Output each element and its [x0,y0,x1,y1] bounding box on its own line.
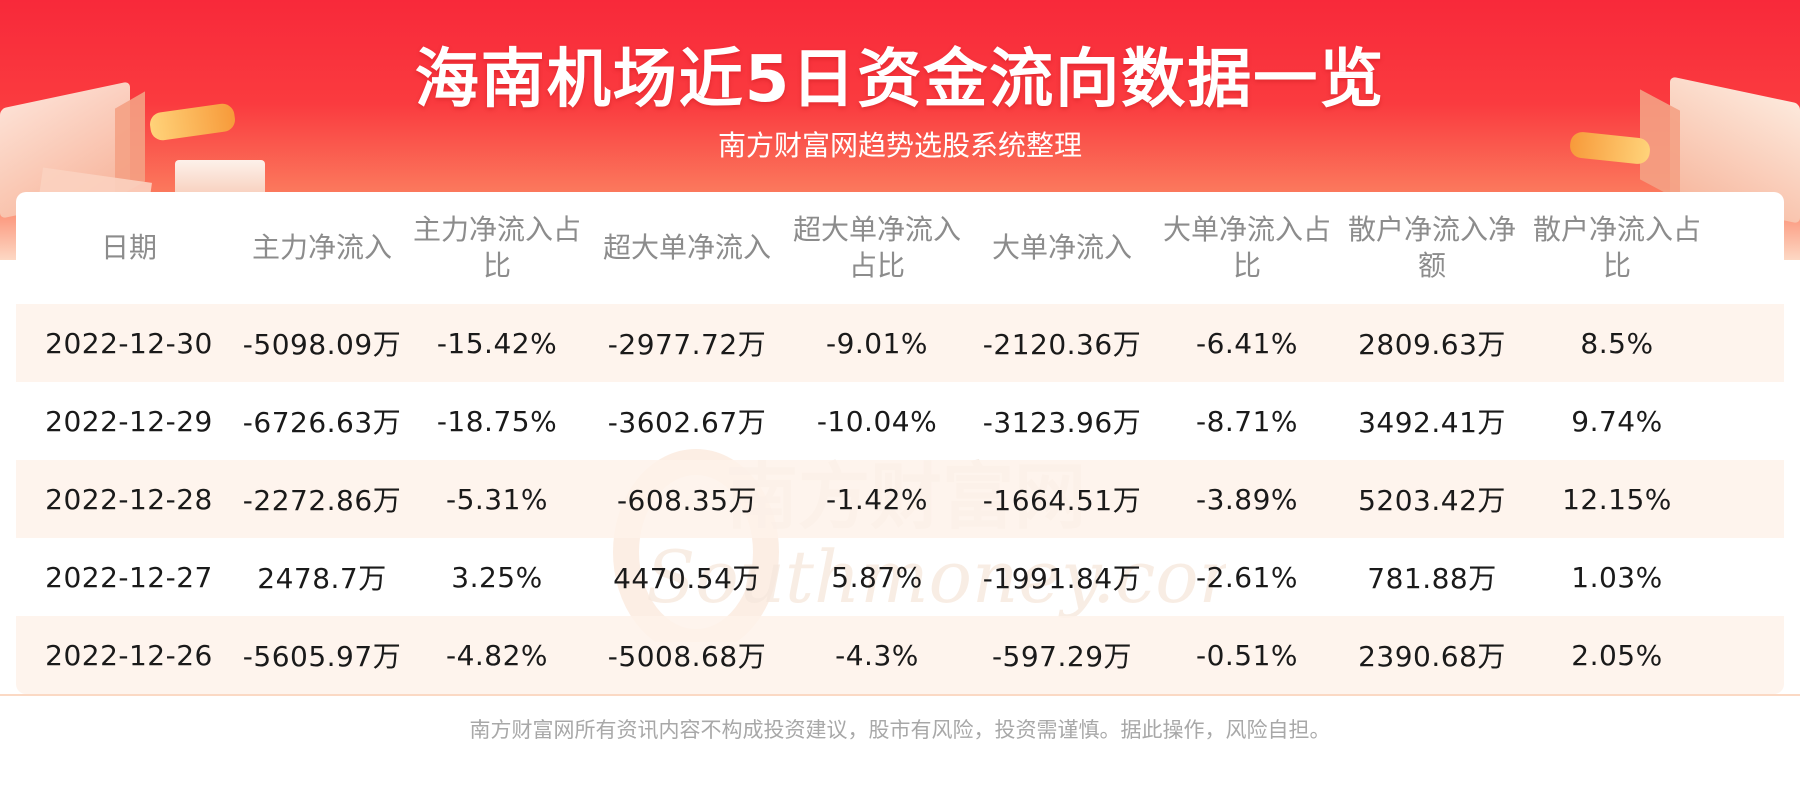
cell-date: 2022-12-30 [16,304,242,382]
cell-retail-inflow: 3492.41万 [1358,406,1506,439]
cell-large-ratio: -0.51% [1152,616,1342,694]
cell-xl-ratio: -1.42% [782,460,972,538]
cell-retail-inflow: 5203.42万 [1342,460,1522,538]
cell-retail-inflow: 2390.68万 [1342,616,1522,694]
column-header-large-ratio: 大单净流入占比 [1162,213,1331,282]
table-row: 2022-12-27 2478.7万 3.25% 4470.54万 5.87% … [16,538,1784,616]
column-header-xl-inflow: 超大单净流入 [602,231,771,264]
cell-retail-inflow: 2809.63万 [1342,304,1522,382]
cell-large-ratio: -8.71% [1195,404,1299,438]
column-header-retail-ratio: 散户净流入占比 [1532,213,1701,282]
cell-retail-ratio: 12.15% [1522,460,1712,538]
cell-main-inflow: -2272.86万 [242,460,402,538]
fund-flow-table: 日期 主力净流入 主力净流入占比 超大单净流入 超大单净流入占比 大单净流入 大… [16,192,1784,694]
page-subtitle: 南方财富网趋势选股系统整理 [717,129,1082,162]
cell-main-inflow: 2478.7万 [257,562,387,595]
cell-main-ratio: -4.82% [402,616,592,694]
column-header-date: 日期 [100,231,157,264]
column-spacer [1712,192,1784,304]
table-row: 2022-12-28 -2272.86万 -5.31% -608.35万 -1.… [16,460,1784,538]
cell-large-inflow: -2120.36万 [972,304,1152,382]
cell-retail-ratio: 1.03% [1571,560,1663,594]
cell-xl-ratio: -9.01% [782,304,972,382]
cell-main-inflow: -5098.09万 [242,304,402,382]
footer-disclaimer: 南方财富网所有资讯内容不构成投资建议，股市有风险，投资需谨慎。据此操作，风险自担… [469,718,1331,742]
cell-xl-inflow: -2977.72万 [592,304,782,382]
cell-large-ratio: -3.89% [1152,460,1342,538]
cell-spacer [1712,304,1784,382]
cell-xl-inflow: 4470.54万 [613,562,761,595]
cell-date: 2022-12-28 [16,460,242,538]
cell-xl-ratio: 5.87% [831,560,923,594]
table-row: 2022-12-30 -5098.09万 -15.42% -2977.72万 -… [16,304,1784,382]
cell-large-ratio: -2.61% [1195,560,1299,594]
cell-retail-ratio: 2.05% [1522,616,1712,694]
column-header-main-ratio: 主力净流入占比 [412,213,581,282]
cell-main-ratio: -5.31% [402,460,592,538]
footer-divider [0,694,1800,696]
table-header-row: 日期 主力净流入 主力净流入占比 超大单净流入 超大单净流入占比 大单净流入 大… [16,192,1784,304]
cell-retail-ratio: 9.74% [1571,404,1663,438]
cell-retail-inflow: 781.88万 [1367,562,1497,595]
cell-spacer [1712,460,1784,538]
cell-main-ratio: 3.25% [451,560,543,594]
cell-xl-ratio: -4.3% [782,616,972,694]
cell-main-ratio: -15.42% [402,304,592,382]
cell-date: 2022-12-27 [45,560,213,594]
column-header-main-inflow: 主力净流入 [251,231,392,264]
cell-spacer [1712,616,1784,694]
cell-xl-inflow: -5008.68万 [592,616,782,694]
cell-xl-ratio: -10.04% [816,404,938,438]
cell-date: 2022-12-29 [45,404,213,438]
cell-large-ratio: -6.41% [1152,304,1342,382]
cell-retail-ratio: 8.5% [1522,304,1712,382]
cell-main-ratio: -18.75% [436,404,558,438]
cell-main-inflow: -5605.97万 [242,616,402,694]
page-title: 海南机场近5日资金流向数据一览 [414,43,1386,117]
table-row: 2022-12-29 -6726.63万 -18.75% -3602.67万 -… [16,382,1784,460]
table-row: 2022-12-26 -5605.97万 -4.82% -5008.68万 -4… [16,616,1784,694]
cell-spacer [1712,382,1784,460]
cell-xl-inflow: -3602.67万 [607,406,767,439]
cell-large-inflow: -1664.51万 [972,460,1152,538]
column-header-xl-ratio: 超大单净流入占比 [792,213,961,282]
cell-spacer [1712,538,1784,616]
cell-large-inflow: -3123.96万 [982,406,1142,439]
cell-xl-inflow: -608.35万 [592,460,782,538]
cell-large-inflow: -1991.84万 [982,562,1142,595]
cell-date: 2022-12-26 [16,616,242,694]
data-card: 南方财富网 Southmoney.com 日期 主力净流入 主力净流入占比 超大… [16,192,1784,694]
cell-main-inflow: -6726.63万 [242,406,402,439]
cell-large-inflow: -597.29万 [972,616,1152,694]
column-header-large-inflow: 大单净流入 [991,231,1132,264]
column-header-retail-inflow: 散户净流入净额 [1348,213,1517,282]
